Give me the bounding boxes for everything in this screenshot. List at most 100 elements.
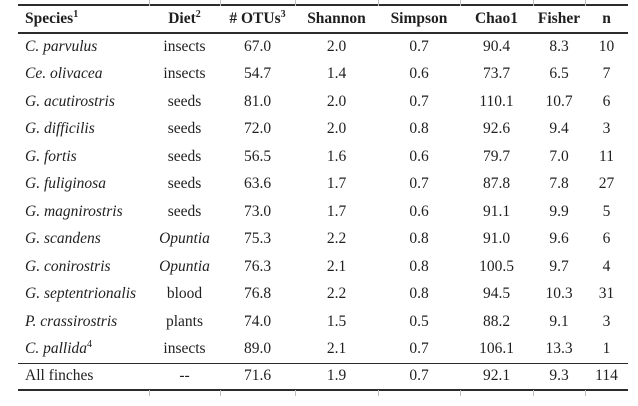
cell-otus: 74.0 (243, 312, 272, 330)
cell-otus: 56.5 (243, 147, 272, 165)
cell-n: 6 (602, 230, 611, 248)
column-divider-tick (220, 0, 221, 6)
cell-n: 4 (602, 257, 611, 275)
cell-chao1: 94.5 (482, 285, 511, 303)
column-divider-tick (585, 390, 586, 396)
cell-fisher: 9.9 (549, 202, 569, 220)
cell-diet: seeds (167, 120, 202, 138)
table-row: G. magnirostris seeds 73.0 1.7 0.6 91.1 … (18, 198, 628, 226)
column-divider-tick (149, 390, 150, 396)
cell-species: Ce. olivacea (25, 65, 103, 83)
cell-diet: seeds (167, 147, 202, 165)
cell-species: P. crassirostris (25, 312, 118, 330)
cell-otus: 72.0 (243, 120, 272, 138)
cell-shannon: 2.2 (326, 285, 347, 303)
cell-simpson: 0.8 (409, 230, 429, 248)
cell-shannon: 1.4 (326, 65, 347, 83)
cell-n: 6 (602, 92, 611, 110)
cell-simpson: 0.7 (409, 367, 429, 385)
cell-fisher: 6.5 (549, 65, 569, 83)
cell-chao1: 73.7 (482, 65, 511, 83)
cell-fisher: 10.3 (545, 285, 573, 303)
header-chao1: Chao1 (474, 10, 519, 27)
cell-chao1: 88.2 (482, 312, 511, 330)
cell-fisher: 8.3 (549, 38, 569, 56)
table-row: G. difficilis seeds 72.0 2.0 0.8 92.6 9.… (18, 116, 628, 144)
header-species: Species1 (25, 8, 79, 27)
cell-otus: 81.0 (243, 92, 272, 110)
column-divider-tick (533, 390, 534, 396)
cell-diet: insects (163, 38, 206, 56)
cell-diet: blood (166, 285, 203, 303)
column-divider-tick (533, 0, 534, 6)
cell-shannon: 1.9 (326, 367, 347, 385)
table-row: C. parvulus insects 67.0 2.0 0.7 90.4 8.… (18, 33, 628, 61)
column-divider-tick (295, 0, 296, 6)
cell-shannon: 1.7 (326, 175, 347, 193)
cell-otus: 76.8 (243, 285, 272, 303)
cell-fisher: 10.7 (545, 92, 573, 110)
cell-otus: 75.3 (243, 230, 272, 248)
cell-species: G. fortis (25, 147, 77, 165)
cell-n: 5 (602, 202, 611, 220)
table-row: Ce. olivacea insects 54.7 1.4 0.6 73.7 6… (18, 61, 628, 89)
cell-n: 10 (598, 38, 615, 56)
cell-otus: 76.3 (243, 257, 272, 275)
column-divider-tick (585, 0, 586, 6)
table-row: C. pallida4 insects 89.0 2.1 0.7 106.1 1… (18, 336, 628, 364)
cell-fisher: 9.4 (549, 120, 569, 138)
cell-n: 11 (599, 147, 614, 165)
cell-otus: 89.0 (243, 340, 272, 357)
table-row: G. septentrionalis blood 76.8 2.2 0.8 94… (18, 281, 628, 309)
cell-chao1: 106.1 (479, 340, 514, 357)
cell-chao1: 100.5 (479, 257, 514, 275)
cell-chao1: 92.6 (482, 120, 511, 138)
cell-simpson: 0.5 (409, 312, 429, 330)
cell-species: G. magnirostris (25, 202, 123, 220)
header-fisher: Fisher (537, 10, 581, 27)
cell-chao1: 92.1 (482, 367, 511, 385)
header-n: n (602, 10, 611, 27)
cell-species: G. difficilis (25, 120, 95, 138)
cell-chao1: 87.8 (482, 175, 511, 193)
cell-n: 114 (595, 367, 618, 385)
cell-otus: 71.6 (243, 367, 272, 385)
cell-simpson: 0.6 (409, 147, 429, 165)
cell-otus: 67.0 (243, 38, 272, 56)
cell-fisher: 9.6 (549, 230, 569, 248)
cell-simpson: 0.6 (409, 65, 429, 83)
cell-diet: seeds (167, 202, 202, 220)
cell-simpson: 0.7 (409, 92, 429, 110)
header-shannon: Shannon (307, 10, 366, 27)
cell-fisher: 9.3 (549, 367, 569, 385)
cell-diet: Opuntia (159, 230, 210, 248)
footnote-marker: 2 (195, 8, 201, 20)
table-row: G. fortis seeds 56.5 1.6 0.6 79.7 7.0 11 (18, 143, 628, 171)
cell-diet: plants (165, 312, 204, 330)
header-otus: # OTUs3 (229, 8, 286, 27)
table-row: G. acutirostris seeds 81.0 2.0 0.7 110.1… (18, 88, 628, 116)
summary-row: All finches -- 71.6 1.9 0.7 92.1 9.3 114 (18, 363, 628, 390)
cell-simpson: 0.6 (409, 202, 429, 220)
cell-n: 27 (598, 175, 615, 193)
cell-species: G. scandens (25, 230, 101, 248)
cell-species: G. acutirostris (25, 92, 115, 110)
cell-simpson: 0.7 (409, 340, 429, 357)
cell-simpson: 0.8 (409, 120, 429, 138)
diversity-table: Species1 Diet2 # OTUs3 Shannon Simpson C… (18, 0, 628, 396)
table-row: G. conirostris Opuntia 76.3 2.1 0.8 100.… (18, 253, 628, 281)
cell-diet: seeds (167, 92, 202, 110)
cell-diet: Opuntia (159, 257, 210, 275)
cell-diet: seeds (167, 175, 202, 193)
cell-diet: insects (163, 65, 206, 83)
cell-n: 3 (602, 312, 611, 330)
species-diversity-table: Species1 Diet2 # OTUs3 Shannon Simpson C… (18, 4, 628, 391)
cell-species: C. pallida4 (25, 338, 93, 357)
cell-species: All finches (25, 367, 94, 385)
footnote-marker: 3 (280, 8, 286, 20)
cell-species: G. fuliginosa (25, 175, 106, 193)
cell-diet: insects (163, 340, 206, 357)
table-header-row: Species1 Diet2 # OTUs3 Shannon Simpson C… (18, 5, 628, 33)
cell-simpson: 0.8 (409, 257, 429, 275)
cell-simpson: 0.7 (409, 175, 429, 193)
